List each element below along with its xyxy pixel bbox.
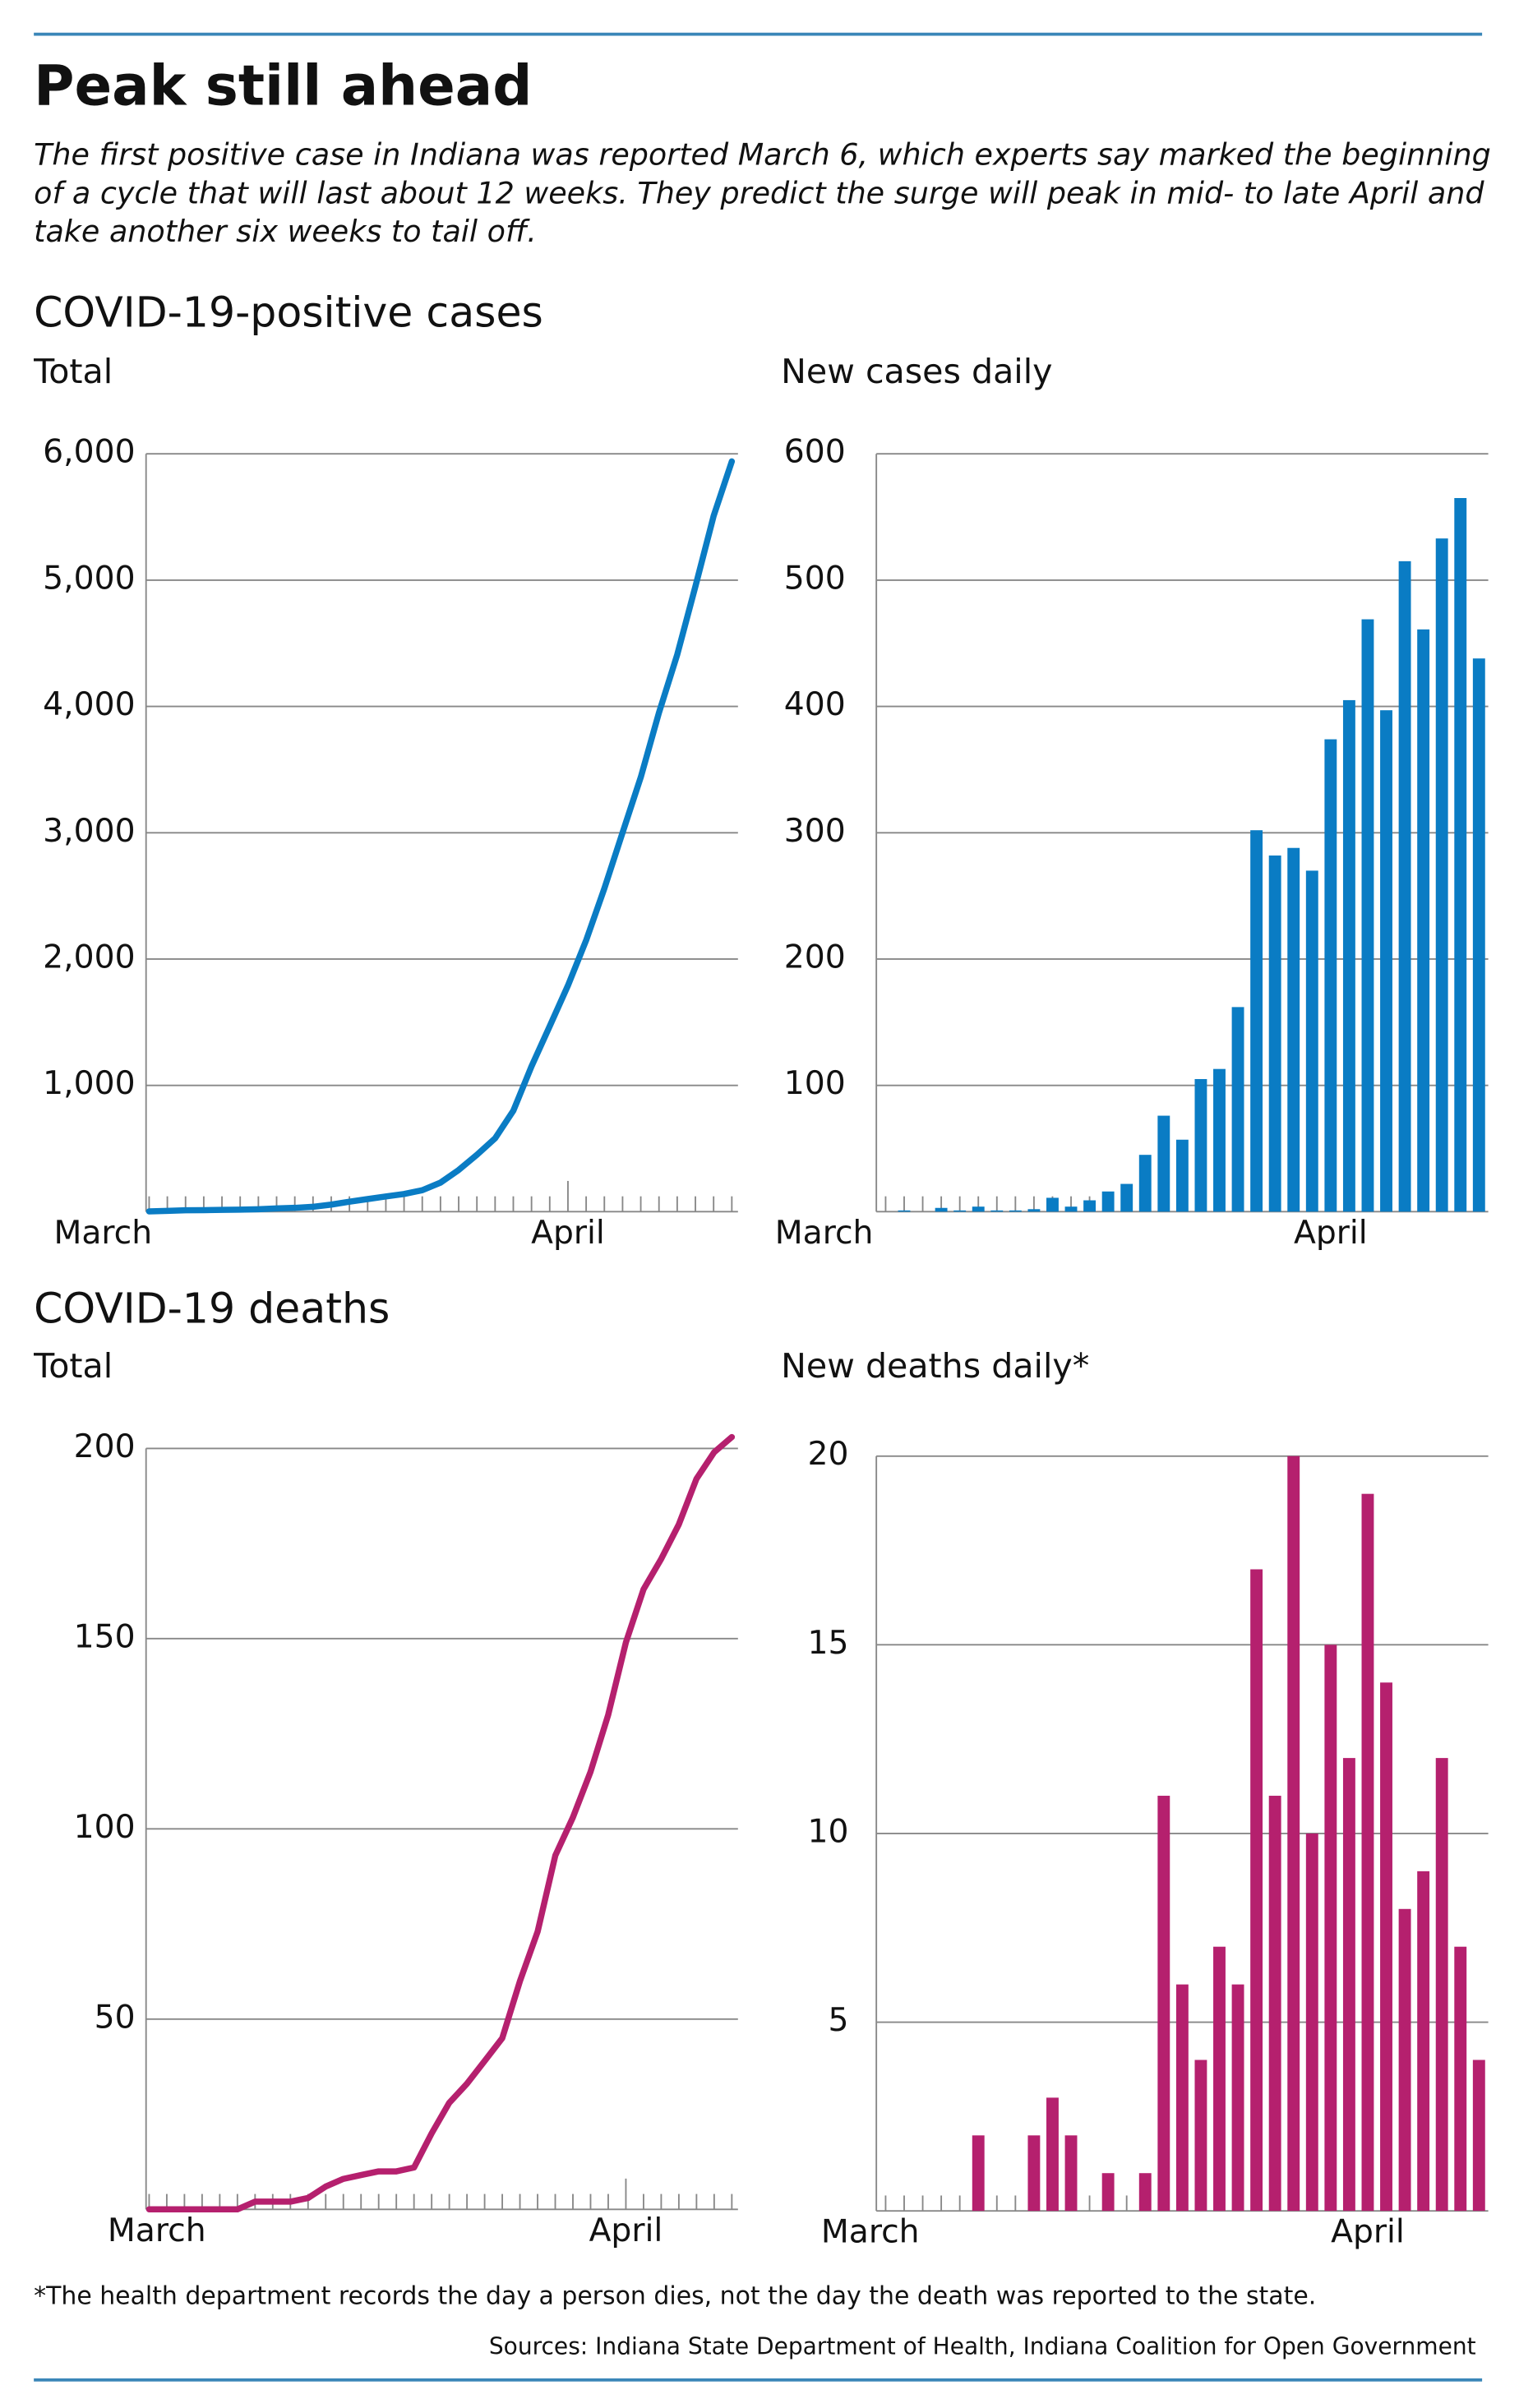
bar [1027, 1209, 1041, 1212]
footnote: *The health department records the day a… [34, 2281, 1316, 2310]
bar [1157, 1796, 1170, 2212]
bar [1101, 1191, 1115, 1212]
bar [1305, 1833, 1318, 2212]
bar [1157, 1115, 1170, 1212]
subtitle-box: The first positive case in Indiana was r… [34, 136, 1491, 250]
bar [1101, 2173, 1115, 2212]
x-tick-label: April [589, 2212, 663, 2249]
y-tick-label: 10 [808, 1813, 849, 1850]
x-tick-label: April [1294, 1215, 1368, 1252]
chart-subtitle: Total [33, 1346, 113, 1386]
y-tick-label: 150 [74, 1618, 136, 1655]
chart-subtitle: Total [33, 352, 113, 391]
y-tick-label: 3,000 [43, 813, 135, 850]
x-tick-label: April [531, 1215, 605, 1252]
bar [1417, 629, 1430, 1212]
line [145, 1433, 736, 2213]
y-tick-label: 50 [95, 1999, 136, 2036]
y-tick-label: 20 [808, 1436, 849, 1473]
bar [1250, 1569, 1263, 2212]
y-tick-label: 200 [74, 1428, 136, 1465]
bar [1175, 1139, 1189, 1212]
bar [1398, 1908, 1411, 2212]
y-tick-label: 15 [808, 1625, 849, 1662]
chart-subtitle: New deaths daily* [781, 1346, 1089, 1386]
section-title: COVID-19 deaths [34, 1284, 390, 1332]
x-tick-label: March [53, 1215, 152, 1252]
bar [935, 1207, 948, 1212]
bar [1250, 830, 1263, 1212]
bar [1268, 1796, 1281, 2212]
x-tick-label: March [775, 1215, 874, 1252]
y-tick-label: 500 [784, 560, 846, 597]
x-tick-label: April [1331, 2214, 1405, 2251]
bar [1361, 1493, 1374, 2212]
y-tick-label: 1,000 [43, 1065, 135, 1102]
bar [1454, 498, 1467, 1212]
section-title: COVID-19-positive cases [34, 288, 543, 336]
y-tick-label: 600 [784, 434, 846, 471]
bar [1213, 1068, 1226, 1212]
bar [1194, 1078, 1207, 1212]
bar [990, 1210, 1004, 1212]
chart-subtitle: New cases daily [781, 352, 1052, 391]
y-tick-label: 5 [829, 2002, 849, 2039]
y-tick-label: 2,000 [43, 939, 135, 976]
bar [1175, 1984, 1189, 2212]
bar [1046, 1197, 1059, 1212]
bar [1324, 739, 1337, 1212]
bar [1138, 1155, 1152, 1212]
bar [1435, 1758, 1448, 2212]
bar [1138, 2173, 1152, 2212]
bar [1342, 699, 1355, 1212]
bar [1120, 1183, 1133, 1212]
bar [1454, 1946, 1467, 2212]
bar [1268, 855, 1281, 1212]
bar [1417, 1871, 1430, 2212]
bar [1380, 1682, 1392, 2212]
y-tick-label: 6,000 [43, 434, 135, 471]
bar [1472, 658, 1485, 1212]
bar [1361, 619, 1374, 1212]
x-tick-label: March [108, 2212, 206, 2249]
y-tick-label: 100 [784, 1065, 846, 1102]
bar [1064, 1206, 1078, 1212]
bar [1287, 847, 1300, 1212]
bar [1009, 1210, 1022, 1212]
bar [972, 2135, 985, 2212]
bar [1083, 1200, 1097, 1212]
line [145, 458, 736, 1215]
y-tick-label: 200 [784, 939, 846, 976]
title: Peak still ahead [34, 53, 532, 118]
y-tick-label: 5,000 [43, 560, 135, 597]
bar [1231, 1984, 1244, 2212]
bar [1194, 2060, 1207, 2212]
y-tick-label: 400 [784, 686, 846, 723]
bar [1380, 710, 1392, 1212]
subtitle: The first positive case in Indiana was r… [34, 136, 1491, 250]
bar [898, 1210, 911, 1212]
bar [1064, 2135, 1078, 2212]
bar [1027, 2135, 1041, 2212]
bar [1398, 560, 1411, 1212]
bar [972, 1206, 985, 1212]
bar [1287, 1455, 1300, 2212]
y-tick-label: 4,000 [43, 686, 135, 723]
x-tick-label: March [821, 2214, 920, 2251]
bar [1472, 2060, 1485, 2212]
bar [1435, 538, 1448, 1212]
source: Sources: Indiana State Department of Hea… [489, 2333, 1476, 2360]
bar [1213, 1946, 1226, 2212]
bar [953, 1210, 967, 1212]
bar [1324, 1645, 1337, 2212]
y-tick-label: 100 [74, 1809, 136, 1846]
y-tick-label: 300 [784, 813, 846, 850]
bar [1046, 2097, 1059, 2212]
bar [1231, 1007, 1244, 1212]
bar [1342, 1758, 1355, 2212]
bar [1305, 870, 1318, 1212]
